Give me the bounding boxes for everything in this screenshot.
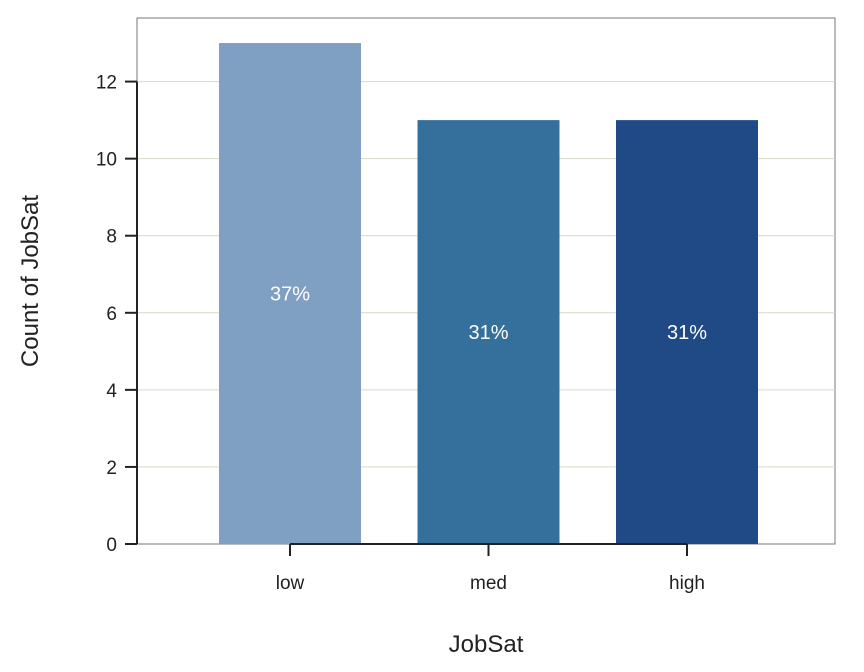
y-tick-label: 4	[106, 381, 117, 402]
data-label-high: 31%	[667, 322, 707, 344]
y-tick-label: 10	[96, 150, 117, 171]
x-tick-label: high	[669, 573, 705, 594]
y-tick-label: 6	[106, 304, 117, 325]
bar-low	[219, 43, 361, 545]
data-label-med: 31%	[468, 322, 508, 344]
bar-med	[417, 120, 560, 544]
x-tick-label: low	[276, 573, 305, 594]
bar-high	[616, 120, 758, 544]
x-tick-label: med	[470, 573, 507, 594]
data-label-low: 37%	[270, 284, 310, 306]
x-axis-label: JobSat	[449, 631, 524, 658]
y-tick-label: 2	[106, 458, 117, 479]
y-tick-label: 12	[96, 73, 117, 94]
y-tick-label: 8	[106, 227, 117, 248]
y-axis-label: Count of JobSat	[17, 195, 44, 367]
y-tick-label: 0	[106, 535, 117, 556]
